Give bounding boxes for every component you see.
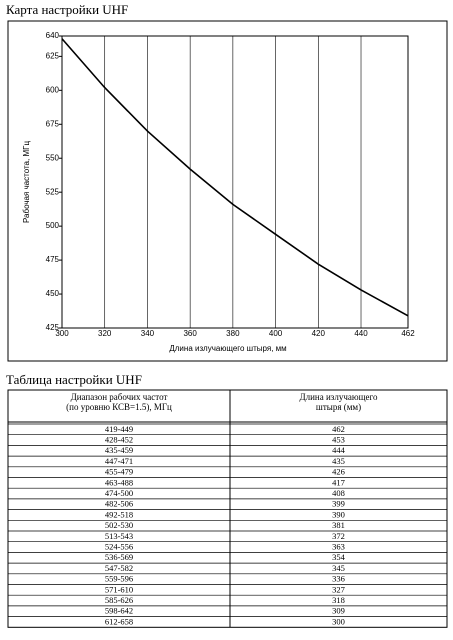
table-header: Диапазон рабочих частот	[71, 392, 168, 402]
table-cell: 463-488	[105, 477, 133, 487]
x-tick-label: 440	[354, 329, 368, 338]
table-cell: 372	[332, 531, 345, 541]
table-cell: 419-449	[105, 424, 133, 434]
table-cell: 455-479	[105, 467, 133, 477]
y-tick-label: 425	[46, 323, 60, 332]
curve	[61, 38, 409, 317]
table-cell: 381	[332, 520, 345, 530]
table-cell: 399	[332, 499, 345, 509]
table-cell: 363	[332, 542, 345, 552]
table-frame	[7, 389, 448, 628]
table-header: (по уровню КСВ=1.5), МГц	[66, 402, 172, 412]
chart-title: Карта настройки UHF	[6, 2, 128, 17]
table-cell: 327	[332, 584, 345, 594]
table-cell: 462	[332, 424, 345, 434]
table-cell: 474-500	[105, 488, 133, 498]
y-tick-label: 525	[46, 187, 60, 196]
table-cell: 524-556	[105, 542, 133, 552]
x-tick-label: 400	[269, 329, 283, 338]
table-cell: 547-582	[105, 563, 133, 573]
y-axis-label: Рабочая частота, МГц	[22, 141, 31, 223]
plot-area	[61, 35, 409, 329]
table-cell: 482-506	[105, 499, 133, 509]
table-cell: 309	[332, 606, 345, 616]
table-cell: 513-543	[105, 531, 133, 541]
table-cell: 502-530	[105, 520, 133, 530]
x-tick-label: 320	[98, 329, 112, 338]
table-cell: 435	[332, 456, 345, 466]
table-cell: 408	[332, 488, 345, 498]
y-tick-label: 640	[46, 31, 60, 40]
table-title: Таблица настройки UHF	[6, 372, 142, 387]
x-tick-label: 462	[401, 329, 415, 338]
x-tick-label: 380	[226, 329, 240, 338]
table-cell: 598-642	[105, 606, 133, 616]
table-cell: 571-610	[105, 584, 133, 594]
table-cell: 390	[332, 509, 345, 519]
table-cell: 585-626	[105, 595, 133, 605]
table-cell: 345	[332, 563, 345, 573]
table-cell: 492-518	[105, 509, 133, 519]
y-tick-label: 600	[46, 85, 60, 94]
x-axis-label: Длина излучающего штыря, мм	[169, 344, 286, 353]
table-cell: 559-596	[105, 574, 133, 584]
y-tick-label: 500	[46, 221, 60, 230]
table-cell: 417	[332, 477, 345, 487]
y-tick-label: 475	[46, 255, 60, 264]
table-cell: 318	[332, 595, 345, 605]
table-cell: 435-459	[105, 445, 133, 455]
table-header: Длина излучающего	[299, 392, 378, 402]
x-tick-label: 360	[183, 329, 197, 338]
x-tick-label: 340	[141, 329, 155, 338]
table-cell: 336	[332, 574, 345, 584]
table-cell: 453	[332, 435, 345, 445]
table-cell: 426	[332, 467, 345, 477]
y-tick-label: 625	[46, 51, 60, 60]
table-cell: 536-569	[105, 552, 133, 562]
chart-frame	[7, 20, 448, 362]
y-tick-label: 675	[46, 119, 60, 128]
table-cell: 354	[332, 552, 346, 562]
table-cell: 300	[332, 616, 345, 626]
x-tick-label: 300	[55, 329, 69, 338]
table-cell: 612-658	[105, 616, 133, 626]
x-tick-label: 420	[312, 329, 326, 338]
table-cell: 447-471	[105, 456, 133, 466]
y-tick-label: 550	[46, 153, 60, 162]
table-header: штыря (мм)	[316, 402, 361, 412]
table-cell: 428-452	[105, 435, 133, 445]
y-tick-label: 450	[46, 289, 60, 298]
table-cell: 444	[332, 445, 346, 455]
